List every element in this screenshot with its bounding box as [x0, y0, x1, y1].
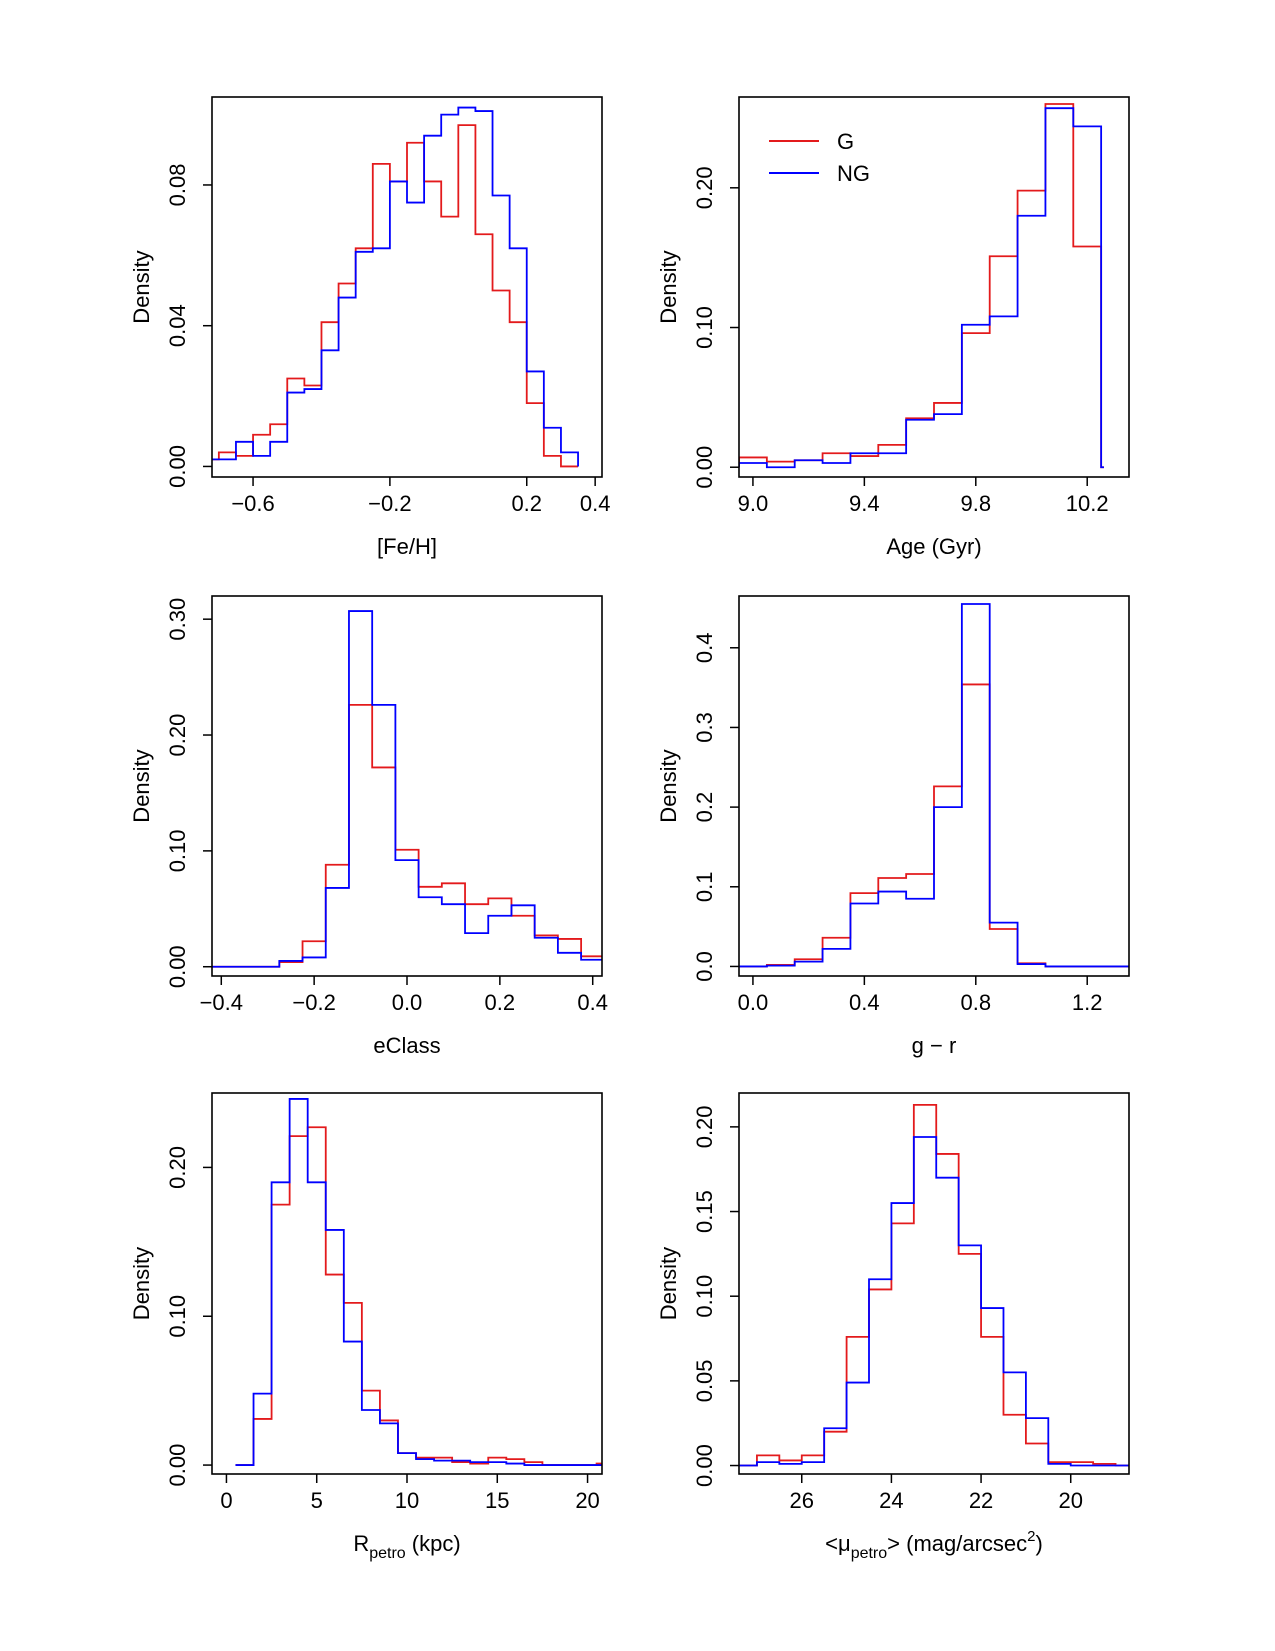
- y-tick-label: 0.00: [692, 446, 717, 489]
- series-g-step-line: [212, 704, 602, 968]
- series-ng-step-line: [212, 610, 602, 968]
- panel-mupetro: 26 24 22 20 0.00 0.05 0.10 0.15 0.20 Density <μpet…: [656, 1092, 1130, 1562]
- y-axis-label: Density: [656, 250, 681, 323]
- y-tick-label: 0.00: [165, 1444, 190, 1487]
- x-tick-label: 0.4: [577, 990, 608, 1015]
- legend: G NG: [769, 129, 870, 186]
- y-tick-label: 0.15: [692, 1190, 717, 1233]
- series-ng-step-line: [235, 1098, 602, 1466]
- y-tick-label: 0.10: [165, 1295, 190, 1338]
- y-tick-label: 0.4: [692, 632, 717, 663]
- x-tick-label: 0.8: [960, 990, 991, 1015]
- y-axis-label: Density: [129, 749, 154, 822]
- y-tick-label: 0.00: [165, 445, 190, 488]
- panel-rpetro: 0 5 10 15 20 0.00 0.10 0.20 Density Rpetro (kpc): [129, 1092, 603, 1562]
- y-tick-label: 0.20: [165, 1146, 190, 1189]
- y-axis-label: Density: [656, 1247, 681, 1320]
- x-tick-label: 0.2: [511, 491, 542, 516]
- x-tick-label: 0: [220, 1488, 232, 1513]
- y-tick-label: 0.10: [692, 306, 717, 349]
- y-tick-label: 0.30: [165, 598, 190, 641]
- panel-g-r: 0.0 0.4 0.8 1.2 0.0 0.1 0.2 0.3 0.4 Density g − r: [656, 595, 1130, 1058]
- y-tick-label: 0.10: [692, 1275, 717, 1318]
- x-tick-label: 20: [575, 1488, 599, 1513]
- panel-age: 9.0 9.4 9.8 10.2 0.00 0.10 0.20 Density Age (Gyr…: [656, 96, 1130, 559]
- plot-frame: [738, 1092, 1130, 1475]
- x-tick-label: 10: [395, 1488, 419, 1513]
- series-ng-step-line: [739, 107, 1104, 469]
- x-tick-label: −0.2: [368, 491, 411, 516]
- x-tick-label: 24: [879, 1488, 903, 1513]
- plot-frame: [738, 96, 1130, 478]
- legend-label-ng: NG: [837, 161, 870, 186]
- y-tick-label: 0.00: [692, 1444, 717, 1487]
- y-tick-label: 0.0: [692, 951, 717, 982]
- x-tick-label: 0.4: [580, 491, 611, 516]
- x-tick-label: 0.4: [849, 990, 880, 1015]
- series-g-step-line: [212, 124, 579, 468]
- series-ng-step-line: [739, 1136, 1129, 1467]
- panel-feh: −0.6 −0.2 0.2 0.4 0.00 0.04 0.08 Density [Fe/H]: [129, 96, 611, 559]
- x-tick-label: −0.4: [200, 990, 243, 1015]
- plot-frame: [211, 595, 603, 977]
- series-g-step-line: [235, 1126, 602, 1466]
- series-g-step-line: [739, 1103, 1129, 1467]
- x-tick-label: 20: [1058, 1488, 1082, 1513]
- x-tick-label: 0.2: [485, 990, 516, 1015]
- x-tick-label: 9.0: [738, 491, 769, 516]
- x-axis-label: g − r: [912, 1033, 957, 1058]
- y-tick-label: 0.00: [165, 945, 190, 988]
- y-axis-label: Density: [129, 250, 154, 323]
- x-axis-label: eClass: [373, 1033, 440, 1058]
- y-tick-label: 0.20: [692, 1105, 717, 1148]
- y-axis-label: Density: [656, 749, 681, 822]
- x-axis-label: Age (Gyr): [886, 534, 981, 559]
- x-tick-label: 15: [485, 1488, 509, 1513]
- x-tick-label: 5: [311, 1488, 323, 1513]
- x-tick-label: 9.8: [960, 491, 991, 516]
- y-tick-label: 0.1: [692, 871, 717, 902]
- x-tick-label: 9.4: [849, 491, 880, 516]
- y-tick-label: 0.10: [165, 829, 190, 872]
- y-tick-label: 0.04: [165, 304, 190, 347]
- y-tick-label: 0.2: [692, 792, 717, 823]
- x-tick-label: 26: [790, 1488, 814, 1513]
- x-tick-label: −0.2: [292, 990, 335, 1015]
- x-tick-label: 10.2: [1066, 491, 1109, 516]
- series-ng-step-line: [739, 603, 1129, 968]
- y-tick-label: 0.08: [165, 164, 190, 207]
- x-axis-label: Rpetro (kpc): [353, 1531, 460, 1562]
- legend-label-g: G: [837, 129, 854, 154]
- x-axis-label: <μpetro> (mag/arcsec2): [825, 1528, 1043, 1562]
- x-tick-label: 0.0: [738, 990, 769, 1015]
- series-g-step-line: [739, 103, 1104, 469]
- plot-frame: [738, 595, 1130, 977]
- plot-frame: [211, 96, 603, 478]
- x-tick-label: 1.2: [1072, 990, 1103, 1015]
- plot-frame: [211, 1092, 603, 1475]
- y-axis-label: Density: [129, 1247, 154, 1320]
- y-tick-label: 0.3: [692, 712, 717, 743]
- y-tick-label: 0.20: [165, 714, 190, 757]
- y-tick-label: 0.05: [692, 1359, 717, 1402]
- x-axis-label: [Fe/H]: [377, 534, 437, 559]
- x-tick-label: 22: [969, 1488, 993, 1513]
- series-ng-step-line: [212, 106, 579, 467]
- x-tick-label: −0.6: [231, 491, 274, 516]
- y-tick-label: 0.20: [692, 166, 717, 209]
- x-tick-label: 0.0: [392, 990, 423, 1015]
- panel-eclass: −0.4 −0.2 0.0 0.2 0.4 0.00 0.10 0.20 0.30 Density…: [129, 595, 608, 1058]
